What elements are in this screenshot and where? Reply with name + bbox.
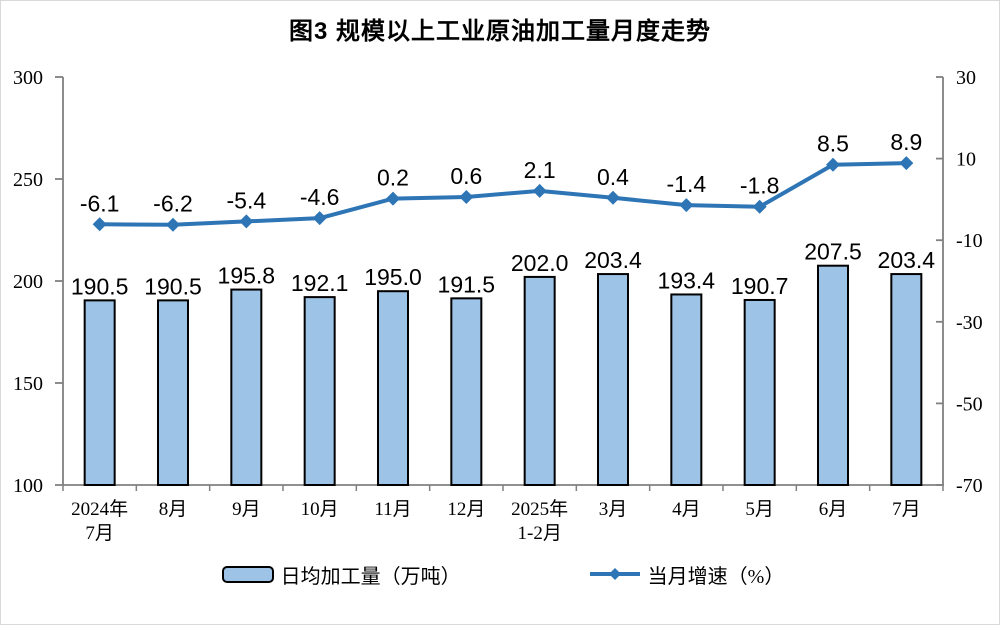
x-axis-category-label: 3月 [599,499,628,520]
line-point-marker [239,214,254,229]
bar [377,290,409,487]
right-axis-tick-label: -10 [956,230,983,252]
plot-area: 300 250 200 150 100 30 10 -10 -30 -50 -70 2024年 7月 8月… [13,67,983,544]
line-value-label: -4.6 [300,184,340,210]
x-axis-category-label: 11月 [374,499,411,520]
line-value-label: -6.1 [80,190,120,216]
bar-value-label: 195.8 [218,263,276,289]
line-value-label: 8.5 [817,131,849,157]
bar [303,296,336,486]
legend-item-line-series: 当月增速（%） [589,560,785,589]
x-axis-category-label: 12月 [447,499,485,520]
line-value-label: -1.4 [667,171,707,197]
left-axis-tick-label: 300 [13,67,43,89]
chart-title: 图3 规模以上工业原油加工量月度走势 [288,18,711,45]
x-axis-category-label: 5月 [745,499,774,520]
bar [597,273,629,486]
line-point-marker [386,191,400,206]
x-axis-category-label: 2024年 [71,498,128,520]
line-point-marker [679,198,694,213]
left-axis-tick-label: 250 [13,169,43,191]
bar [83,299,116,486]
bar [817,264,849,487]
right-axis-tick-label: -70 [956,475,983,497]
bar-value-label: 190.5 [144,273,202,299]
bar-value-label: 193.4 [658,267,716,293]
right-axis-tick-label: 30 [956,67,976,89]
line-value-label: 0.6 [450,163,482,189]
line-series-swatch-icon [589,568,640,580]
line-point-marker [606,190,620,205]
x-axis-category-label: 7月 [892,499,921,520]
line-value-label: 0.4 [597,164,629,190]
x-axis-category-label: 10月 [301,499,339,520]
right-axis-tick-label: -50 [956,393,983,415]
left-axis-tick-label: 150 [13,373,43,395]
line-point-marker [899,156,914,171]
left-axis-tick-label: 100 [13,475,43,497]
x-axis-category-label: 1-2月 [518,523,562,544]
bar-value-label: 191.5 [438,271,496,297]
line-value-label: 2.1 [524,157,556,183]
bar [450,297,483,486]
bar-value-label: 190.5 [71,273,129,299]
legend-diamond-marker-icon [608,568,621,580]
line-point-marker [92,217,107,232]
bar-value-label: 203.4 [584,247,642,273]
bar [670,293,703,486]
line-value-label: -1.8 [740,173,780,199]
legend-label-line-series: 当月增速（%） [647,565,785,588]
bar [157,299,189,486]
bar-value-label: 207.5 [804,239,862,265]
line-value-label: -6.2 [153,191,193,217]
growth-line [97,161,909,227]
line-point-marker [532,183,547,198]
bar-series-swatch-icon [221,565,274,583]
legend-item-bar-series: 日均加工量（万吨） [221,560,461,589]
x-axis-category-label: 4月 [672,499,701,520]
left-axis-tick-label: 200 [13,271,43,293]
x-axis-category-label: 6月 [819,499,848,520]
line-point-marker [826,157,840,172]
line-value-label: 8.9 [890,129,922,155]
line-point-marker [312,211,327,226]
x-axis-category-label: 7月 [85,523,114,544]
line-point-marker [752,199,767,214]
line-value-label: -5.4 [227,187,267,213]
right-axis-tick-label: -30 [956,312,983,334]
bar [523,275,556,487]
bar-value-label: 192.1 [291,270,349,296]
x-axis-category-label: 9月 [232,499,261,520]
right-axis-tick-label: 10 [956,149,976,171]
line-point-marker [166,217,180,232]
legend: 日均加工量（万吨） 当月增速（%） [63,555,943,593]
bar-value-label: 203.4 [878,247,936,273]
bar [890,273,923,486]
line-value-label: 0.2 [377,165,409,191]
bar [743,298,776,486]
legend-label-bar-series: 日均加工量（万吨） [280,565,461,588]
x-axis-category-label: 8月 [159,499,188,520]
line-point-marker [459,189,474,204]
bar-value-label: 202.0 [511,250,569,276]
bar-value-label: 190.7 [731,273,789,299]
bar [230,288,263,486]
bar-value-label: 195.0 [364,264,422,290]
x-axis-category-label: 2025年 [511,498,568,520]
